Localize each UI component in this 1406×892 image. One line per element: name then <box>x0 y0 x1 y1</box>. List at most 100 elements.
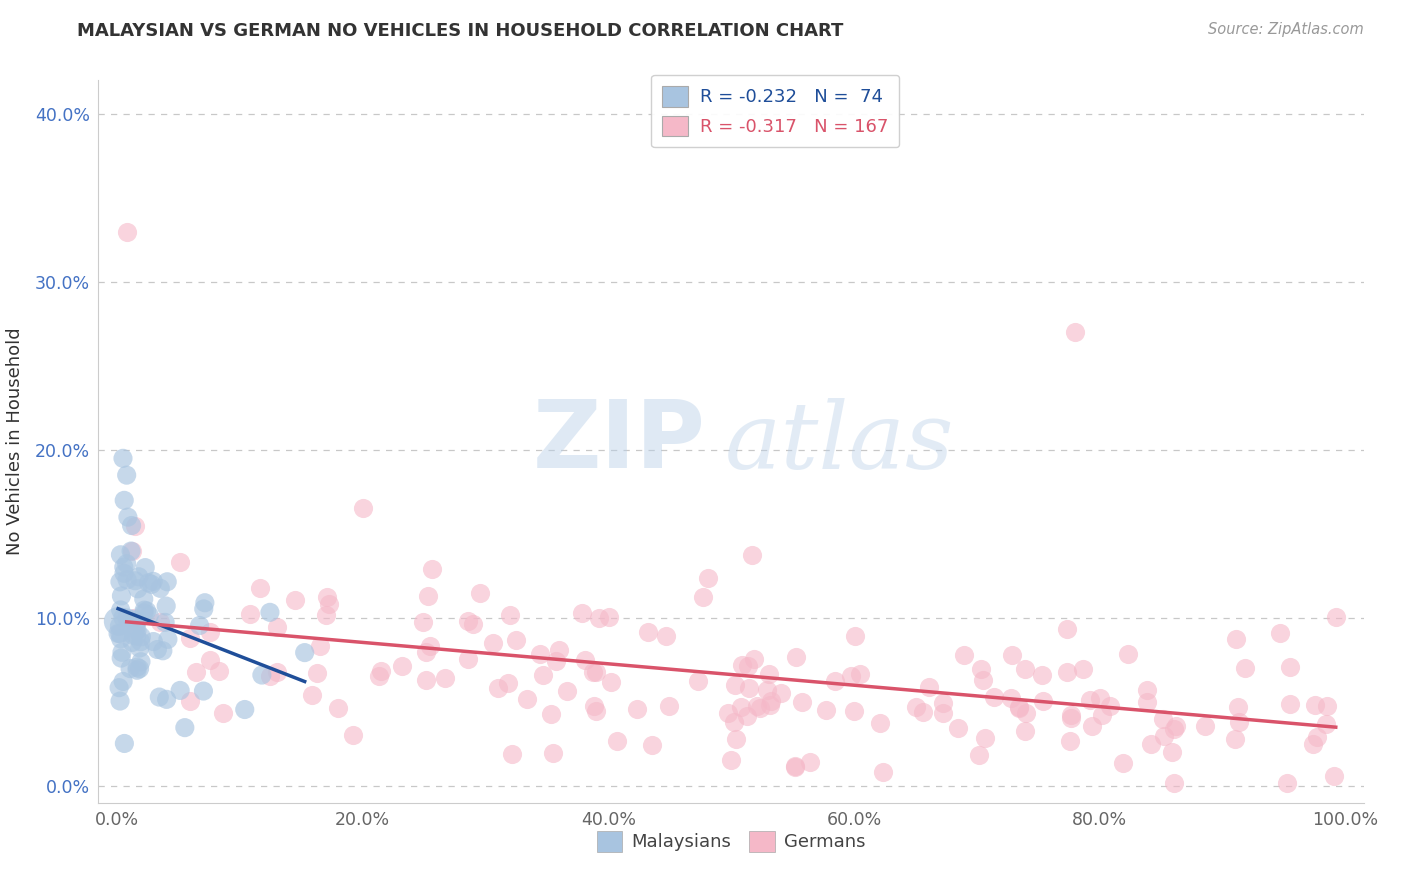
Point <box>112 493 135 508</box>
Point <box>637 624 659 639</box>
Point <box>198 625 221 640</box>
Point <box>1014 723 1036 738</box>
Point <box>108 619 131 633</box>
Point <box>125 663 148 677</box>
Point <box>983 690 1005 704</box>
Point <box>173 721 195 735</box>
Point <box>749 700 772 714</box>
Point <box>1225 632 1247 647</box>
Point <box>259 605 281 619</box>
Point <box>1303 698 1326 713</box>
Point <box>1315 716 1337 731</box>
Point <box>179 693 201 707</box>
Point <box>1015 706 1038 721</box>
Point <box>1233 661 1256 675</box>
Point <box>785 649 807 664</box>
Point <box>155 599 177 613</box>
Point <box>169 683 191 698</box>
Point <box>153 615 176 630</box>
Text: ZIP: ZIP <box>533 395 706 488</box>
Point <box>250 668 273 682</box>
Point <box>108 626 131 640</box>
Point <box>419 639 441 653</box>
Point <box>1116 647 1139 661</box>
Point <box>738 681 761 695</box>
Point <box>932 696 955 710</box>
Point <box>125 620 148 634</box>
Point <box>1160 745 1182 759</box>
Point <box>1032 693 1054 707</box>
Point <box>1152 712 1174 726</box>
Point <box>112 560 135 574</box>
Point <box>482 636 505 650</box>
Point <box>115 557 138 571</box>
Point <box>108 681 131 695</box>
Point <box>1227 715 1250 730</box>
Point <box>1324 610 1347 624</box>
Point <box>1306 730 1329 744</box>
Point <box>737 708 759 723</box>
Point <box>969 747 991 762</box>
Point <box>1014 662 1036 676</box>
Point <box>755 682 778 697</box>
Point <box>309 639 332 653</box>
Point <box>284 593 307 607</box>
Point <box>266 665 288 679</box>
Point <box>259 668 281 682</box>
Point <box>730 658 752 673</box>
Point <box>326 700 349 714</box>
Point <box>1000 648 1022 662</box>
Point <box>761 693 783 707</box>
Point <box>799 756 821 770</box>
Point <box>233 702 256 716</box>
Point <box>1007 700 1029 714</box>
Point <box>131 630 153 644</box>
Point <box>193 684 215 698</box>
Point <box>742 652 765 666</box>
Point <box>1136 683 1159 698</box>
Point <box>692 590 714 604</box>
Point <box>658 699 681 714</box>
Text: MALAYSIAN VS GERMAN NO VEHICLES IN HOUSEHOLD CORRELATION CHART: MALAYSIAN VS GERMAN NO VEHICLES IN HOUSE… <box>77 22 844 40</box>
Point <box>724 731 747 746</box>
Point <box>122 611 145 625</box>
Point <box>138 575 160 590</box>
Point <box>112 674 135 689</box>
Point <box>193 602 215 616</box>
Point <box>110 603 132 617</box>
Point <box>849 667 872 681</box>
Point <box>110 651 132 665</box>
Point <box>457 652 479 666</box>
Point <box>266 619 288 633</box>
Point <box>149 615 172 629</box>
Point <box>315 607 337 622</box>
Point <box>544 654 567 668</box>
Text: atlas: atlas <box>725 398 955 488</box>
Legend: Malaysians, Germans: Malaysians, Germans <box>591 823 872 859</box>
Point <box>1008 701 1031 715</box>
Point <box>842 704 865 718</box>
Point <box>112 736 135 750</box>
Point <box>655 629 678 643</box>
Point <box>972 673 994 687</box>
Point <box>127 660 149 674</box>
Point <box>1268 626 1291 640</box>
Point <box>457 614 479 628</box>
Point <box>1322 769 1344 783</box>
Point <box>415 673 437 688</box>
Point <box>318 598 340 612</box>
Point <box>129 634 152 648</box>
Point <box>115 225 138 239</box>
Point <box>688 673 710 688</box>
Point <box>1302 737 1324 751</box>
Point <box>758 667 780 681</box>
Point <box>769 686 792 700</box>
Point <box>134 560 156 574</box>
Point <box>370 664 392 678</box>
Point <box>717 706 740 720</box>
Point <box>783 759 806 773</box>
Point <box>179 631 201 645</box>
Point <box>155 692 177 706</box>
Point <box>108 694 131 708</box>
Point <box>129 655 152 669</box>
